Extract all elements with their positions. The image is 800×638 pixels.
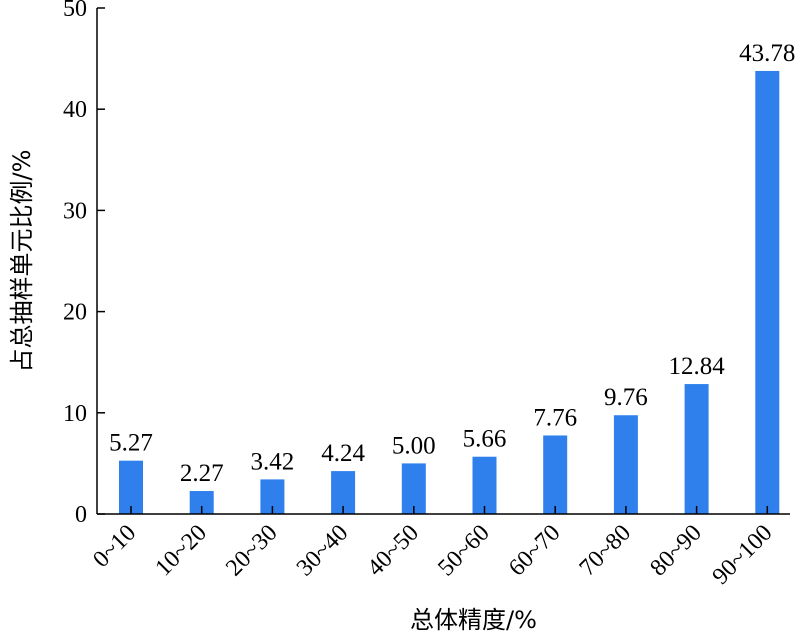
x-tick-label: 50~60 (433, 520, 495, 582)
y-tick-label: 0 (75, 502, 87, 528)
x-tick-label: 40~50 (363, 520, 425, 582)
x-tick-label: 60~70 (504, 520, 566, 582)
bar (613, 415, 638, 514)
y-axis-ticks: 0 10 20 30 40 50 (63, 0, 105, 528)
y-tick-label: 50 (63, 0, 87, 22)
x-tick-label: 20~30 (221, 520, 283, 582)
y-axis-title: 占总抽样单元比例/% (8, 150, 36, 373)
data-label: 43.78 (739, 40, 795, 67)
data-label: 12.84 (668, 353, 725, 380)
y-tick-label: 30 (63, 198, 87, 224)
x-tick-label: 80~90 (645, 520, 707, 582)
y-tick-label: 10 (63, 401, 87, 427)
data-label: 7.76 (533, 404, 577, 431)
data-label: 5.27 (109, 430, 153, 457)
bar (472, 456, 497, 514)
bar (543, 435, 568, 514)
x-tick-label: 10~20 (150, 520, 212, 582)
data-label: 5.66 (463, 426, 507, 453)
x-tick-label: 30~40 (292, 520, 354, 582)
x-tick-label: 90~100 (708, 520, 778, 590)
bar (401, 463, 426, 514)
bar (119, 460, 143, 514)
bar (755, 70, 780, 514)
bar (684, 384, 709, 514)
bar (189, 491, 214, 514)
y-tick-label: 40 (63, 97, 87, 123)
bars: 5.27 2.27 3.42 4.24 5.00 5.66 7.76 9.76 12.84 43.… (109, 40, 795, 514)
y-tick-label: 20 (63, 300, 87, 326)
x-axis-ticks: 0~10 10~20 20~30 30~40 40~50 50~60 60~70 70~80 8… (88, 506, 778, 590)
data-label: 9.76 (604, 384, 648, 411)
x-tick-label: 70~80 (575, 520, 637, 582)
data-label: 4.24 (321, 440, 365, 467)
x-axis-title: 总体精度/% (410, 606, 537, 634)
data-label: 5.00 (392, 432, 436, 459)
data-label: 3.42 (251, 448, 295, 475)
x-tick-label: 0~10 (88, 520, 141, 573)
data-label: 2.27 (180, 460, 224, 487)
